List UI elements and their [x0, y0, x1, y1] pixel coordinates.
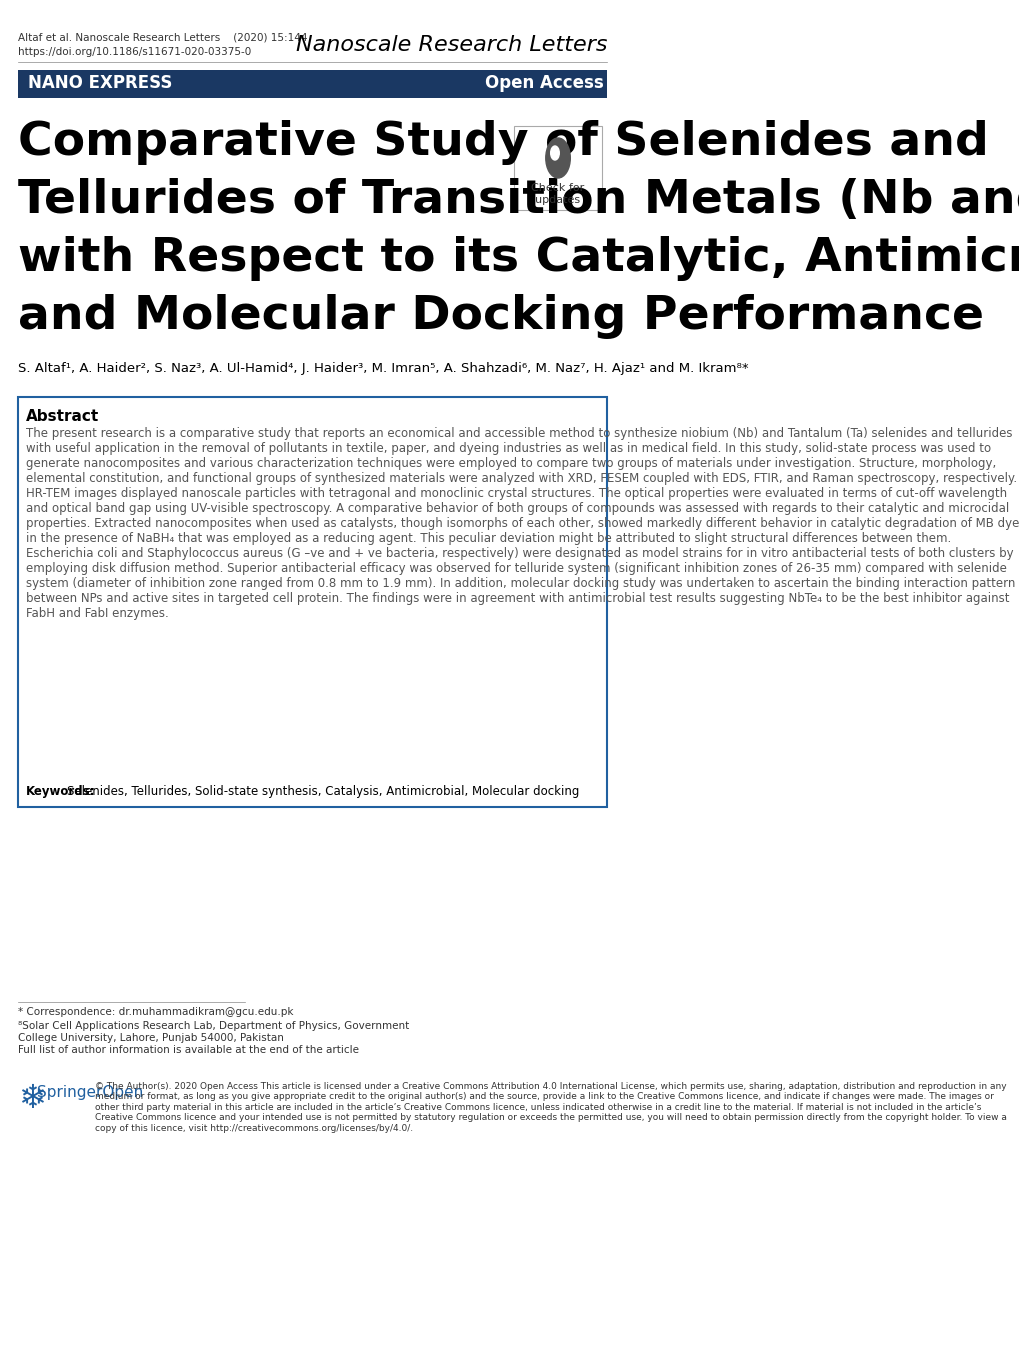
Text: Tellurides of Transition Metals (Nb and Ta): Tellurides of Transition Metals (Nb and … [18, 178, 1019, 224]
Text: NANO EXPRESS: NANO EXPRESS [28, 75, 172, 92]
Text: SpringerOpen: SpringerOpen [37, 1085, 143, 1100]
Text: Check for: Check for [531, 183, 584, 192]
Text: The present research is a comparative study that reports an economical and acces: The present research is a comparative st… [25, 427, 1018, 621]
Text: Abstract: Abstract [25, 409, 99, 424]
Text: with Respect to its Catalytic, Antimicrobial,: with Respect to its Catalytic, Antimicro… [18, 236, 1019, 280]
Text: ❄: ❄ [18, 1083, 46, 1115]
FancyBboxPatch shape [18, 70, 606, 98]
Circle shape [550, 146, 558, 160]
Text: S. Altaf¹, A. Haider², S. Naz³, A. Ul-Hamid⁴, J. Haider³, M. Imran⁵, A. Shahzadi: S. Altaf¹, A. Haider², S. Naz³, A. Ul-Ha… [18, 362, 748, 375]
Text: Full list of author information is available at the end of the article: Full list of author information is avail… [18, 1045, 359, 1056]
FancyBboxPatch shape [18, 397, 606, 808]
Text: Comparative Study of Selenides and: Comparative Study of Selenides and [18, 121, 988, 165]
Text: Nanoscale Research Letters: Nanoscale Research Letters [296, 35, 606, 56]
Text: https://doi.org/10.1186/s11671-020-03375-0: https://doi.org/10.1186/s11671-020-03375… [18, 47, 252, 57]
Text: and Molecular Docking Performance: and Molecular Docking Performance [18, 294, 983, 339]
Text: Keywords:: Keywords: [25, 785, 95, 798]
Text: College University, Lahore, Punjab 54000, Pakistan: College University, Lahore, Punjab 54000… [18, 1033, 284, 1043]
FancyBboxPatch shape [514, 126, 601, 210]
Text: * Correspondence: dr.muhammadikram@gcu.edu.pk: * Correspondence: dr.muhammadikram@gcu.e… [18, 1007, 293, 1018]
Text: ⁸Solar Cell Applications Research Lab, Department of Physics, Government: ⁸Solar Cell Applications Research Lab, D… [18, 1022, 410, 1031]
Text: Selenides, Tellurides, Solid-state synthesis, Catalysis, Antimicrobial, Molecula: Selenides, Tellurides, Solid-state synth… [67, 785, 579, 798]
Circle shape [545, 138, 570, 178]
Text: Altaf et al. Nanoscale Research Letters    (2020) 15:144: Altaf et al. Nanoscale Research Letters … [18, 33, 308, 42]
Text: Open Access: Open Access [485, 75, 603, 92]
Text: updates: updates [535, 195, 580, 205]
Text: © The Author(s). 2020 Open Access This article is licensed under a Creative Comm: © The Author(s). 2020 Open Access This a… [95, 1083, 1006, 1133]
